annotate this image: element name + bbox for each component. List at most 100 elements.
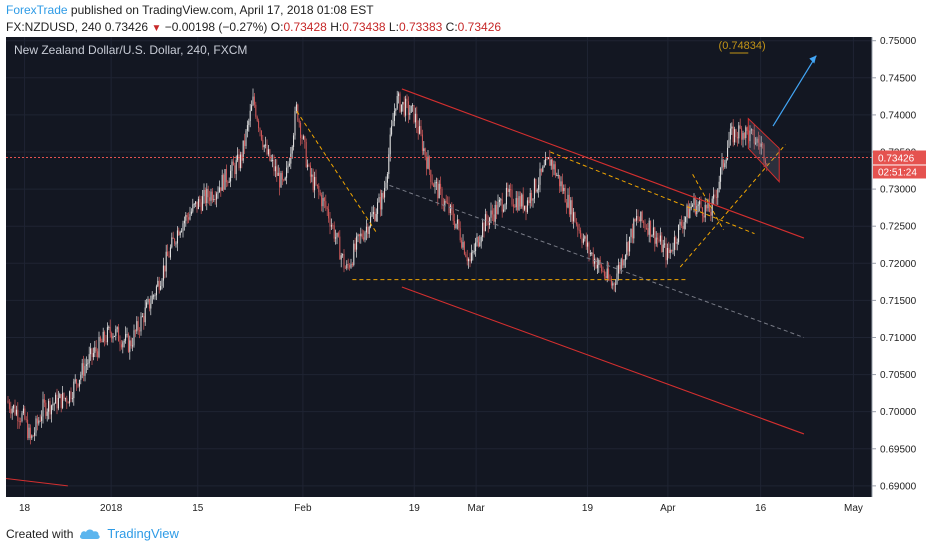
candle-body (73, 381, 75, 399)
candle-body (454, 220, 456, 228)
candle-body (472, 251, 474, 253)
price-chart[interactable]: New Zealand Dollar/U.S. Dollar, 240, FXC… (6, 37, 926, 517)
candle-body (728, 139, 730, 148)
candle-body (270, 160, 272, 162)
candle-body (74, 379, 76, 382)
pattern-dash-wedge[interactable] (692, 174, 724, 231)
candle-body (671, 249, 673, 252)
candle-body (190, 211, 192, 215)
time-tick-label: Feb (294, 503, 312, 514)
candle-body (255, 104, 257, 117)
candle-body (11, 408, 13, 414)
candle-body (526, 200, 528, 213)
candle-body (353, 243, 355, 266)
candle-body (378, 196, 380, 203)
candle-body (330, 225, 332, 227)
candle-body (542, 166, 544, 172)
candle-body (588, 242, 590, 254)
candle-body (477, 236, 479, 247)
candle-body (251, 105, 253, 111)
candle-body (570, 200, 572, 215)
candle-body (140, 316, 142, 332)
candle-body (652, 227, 654, 236)
candle-body (214, 199, 216, 201)
candle-body (148, 299, 150, 309)
candle-body (192, 204, 194, 212)
candle-body (265, 144, 267, 146)
price-tick-label: 0.70000 (880, 407, 917, 418)
candle-body (445, 200, 447, 203)
candle-body (441, 188, 443, 206)
candle-body (521, 194, 523, 207)
tradingview-brand[interactable]: TradingView (107, 526, 179, 541)
pattern-dash-up[interactable] (679, 144, 786, 268)
candle-body (511, 189, 513, 205)
projection-arrow[interactable] (772, 55, 817, 127)
candle-body (591, 252, 593, 254)
candle-body (203, 189, 205, 197)
candle-body (420, 126, 422, 135)
candle-body (137, 321, 139, 331)
candle-body (455, 223, 457, 228)
candle-body (31, 435, 33, 439)
channel-lower-line[interactable] (401, 286, 805, 435)
flag-pattern[interactable] (747, 117, 780, 183)
candle-body (388, 154, 390, 175)
candle-body (195, 201, 197, 204)
candle-body (183, 220, 185, 224)
candle-body (120, 344, 122, 348)
candle-body (501, 199, 503, 212)
candle-body (533, 179, 535, 199)
candle-body (699, 201, 701, 205)
candle-body (431, 182, 433, 185)
candle-body (427, 156, 429, 169)
candle-body (484, 214, 486, 232)
candle-body (175, 243, 177, 245)
price-tick-label: 0.71500 (880, 296, 917, 307)
candle-body (20, 421, 22, 423)
ohlc-line: FX:NZDUSD, 240 0.73426 ▼ −0.00198 (−0.27… (6, 20, 501, 34)
candle-body (375, 214, 377, 221)
candle-body (217, 192, 219, 194)
candle-body (174, 238, 176, 244)
candle-body (736, 136, 738, 139)
candle-body (379, 196, 381, 210)
candle-body (308, 164, 310, 166)
channel-upper-line[interactable] (401, 88, 805, 239)
chart-canvas[interactable]: New Zealand Dollar/U.S. Dollar, 240, FXC… (6, 37, 926, 517)
pattern-dash-mid[interactable] (550, 151, 755, 235)
author-name[interactable]: ForexTrade (6, 3, 68, 17)
time-tick-label: 18 (19, 503, 31, 514)
candle-body (545, 158, 547, 166)
candle-body (119, 341, 121, 345)
time-axis[interactable]: 18 2018 15 Feb 19 Mar 19 Apr 16 May (19, 503, 863, 514)
candle-body (280, 173, 282, 188)
time-tick-label: Mar (467, 503, 485, 514)
candle-body (326, 207, 328, 210)
candle-body (45, 402, 47, 416)
candle-body (462, 242, 464, 248)
projection-arrowhead-icon (809, 55, 817, 64)
candle-body (766, 163, 768, 165)
candle-body (679, 221, 681, 225)
candle-body (157, 280, 159, 287)
candle-body (426, 156, 428, 169)
candle-body (340, 255, 342, 260)
channel-line-left[interactable] (6, 477, 68, 487)
footer: Created with TradingView (6, 526, 179, 541)
pattern-dash-left[interactable] (296, 110, 378, 234)
candle-body (762, 143, 764, 145)
candle-body (637, 216, 639, 220)
candle-body (307, 164, 309, 167)
candle-body (27, 419, 29, 439)
candle-body (421, 134, 423, 152)
candle-body (374, 211, 376, 221)
candle-body (713, 194, 715, 199)
channel-mid-line[interactable] (389, 184, 805, 338)
publish-info: published on TradingView.com, April 17, … (70, 3, 374, 17)
price-tick-label: 0.72000 (880, 259, 917, 270)
price-tick-label: 0.74000 (880, 110, 917, 121)
candle-body (368, 226, 370, 234)
candle-body (622, 259, 624, 266)
candle-body (676, 242, 678, 244)
